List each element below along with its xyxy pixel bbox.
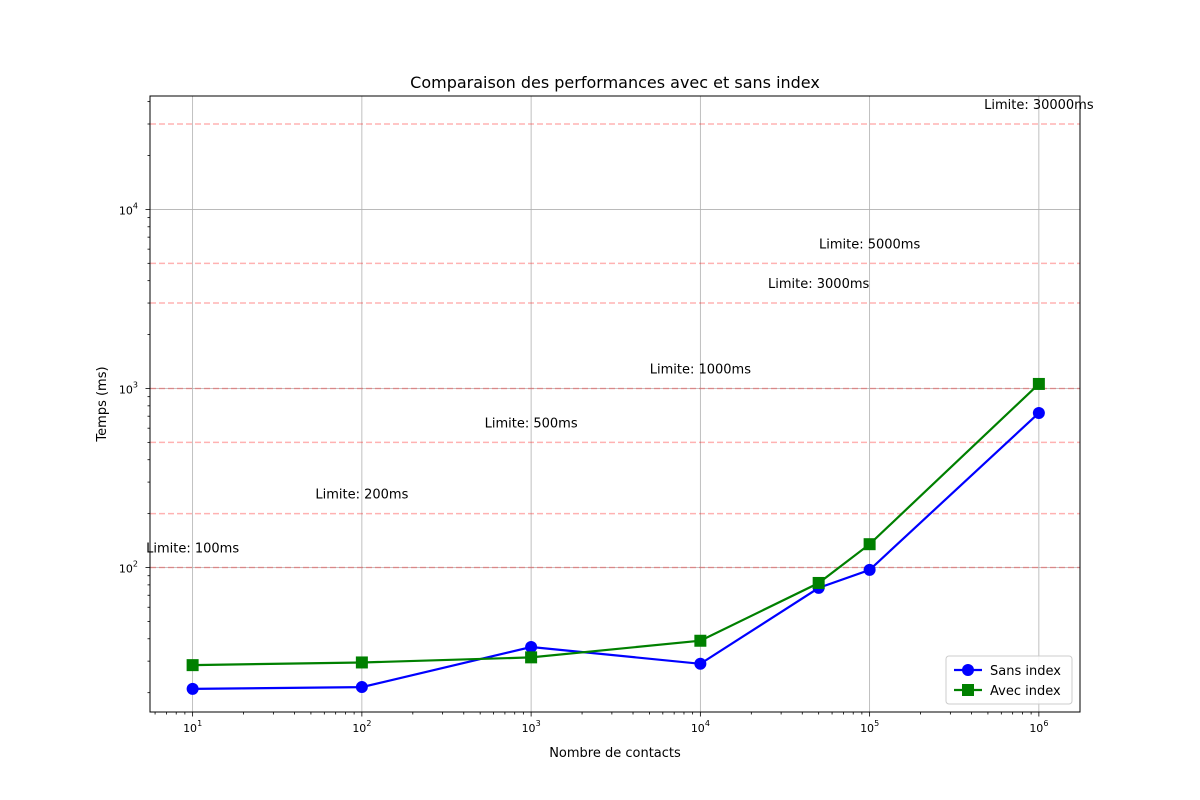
threshold-lines: Limite: 100ms Limite: 200ms Limite: 500ms L… <box>146 98 1094 569</box>
chart-title: Comparaison des performances avec et san… <box>410 73 820 92</box>
y-tick-label: 102 <box>119 560 138 576</box>
threshold-label: Limite: 200ms <box>315 488 408 503</box>
threshold-label: Limite: 30000ms <box>984 98 1094 113</box>
data-point <box>186 682 199 695</box>
data-point <box>694 634 707 647</box>
x-tick-exponent: 4 <box>705 719 710 728</box>
series <box>186 377 1045 695</box>
x-tick-base: 10 <box>522 722 536 735</box>
threshold-label: Limite: 3000ms <box>768 277 869 292</box>
x-tick-label: 104 <box>691 719 710 735</box>
x-tick-label: 102 <box>352 719 371 735</box>
x-tick-base: 10 <box>352 722 366 735</box>
x-tick-base: 10 <box>1029 722 1043 735</box>
y-axis-label: Temps (ms) <box>95 366 110 442</box>
y-tick-base: 10 <box>119 383 133 396</box>
x-tick-exponent: 6 <box>1043 719 1048 728</box>
legend-label: Avec index <box>990 684 1061 699</box>
legend-label: Sans index <box>990 664 1061 679</box>
data-point <box>355 656 368 669</box>
x-tick-label: 105 <box>860 719 879 735</box>
x-tick-exponent: 5 <box>874 719 879 728</box>
threshold-label: Limite: 500ms <box>485 416 578 431</box>
y-tick-base: 10 <box>119 563 133 576</box>
x-tick-base: 10 <box>691 722 705 735</box>
y-tick-label: 104 <box>119 201 138 217</box>
data-point <box>1032 377 1045 390</box>
data-point <box>694 657 707 670</box>
x-tick-exponent: 3 <box>536 719 541 728</box>
data-point <box>186 659 199 672</box>
y-tick-exponent: 2 <box>133 560 138 569</box>
y-tick-label: 103 <box>119 380 138 396</box>
y-tick-exponent: 3 <box>133 380 138 389</box>
data-point <box>525 651 538 664</box>
data-point <box>863 563 876 576</box>
x-tick-base: 10 <box>183 722 197 735</box>
data-point <box>525 640 538 653</box>
data-point <box>812 576 825 589</box>
data-point <box>863 538 876 551</box>
x-tick-label: 101 <box>183 719 202 735</box>
threshold-label: Limite: 1000ms <box>650 362 751 377</box>
x-tick-exponent: 2 <box>366 719 371 728</box>
data-point <box>1032 406 1045 419</box>
x-tick-base: 10 <box>860 722 874 735</box>
x-tick-label: 103 <box>522 719 541 735</box>
grid <box>150 96 1080 712</box>
x-tick-label: 106 <box>1029 719 1048 735</box>
legend-marker <box>962 664 974 676</box>
legend-marker <box>962 684 974 696</box>
plot-frame <box>149 95 1081 713</box>
x-tick-exponent: 1 <box>197 719 202 728</box>
x-axis-label: Nombre de contacts <box>549 746 681 761</box>
y-tick-base: 10 <box>119 204 133 217</box>
data-point <box>355 681 368 694</box>
threshold-label: Limite: 5000ms <box>819 237 920 252</box>
legend-box <box>945 655 1073 705</box>
threshold-label: Limite: 100ms <box>146 542 239 557</box>
legend: Sans index Avec index <box>945 655 1073 705</box>
y-tick-exponent: 4 <box>133 201 138 210</box>
